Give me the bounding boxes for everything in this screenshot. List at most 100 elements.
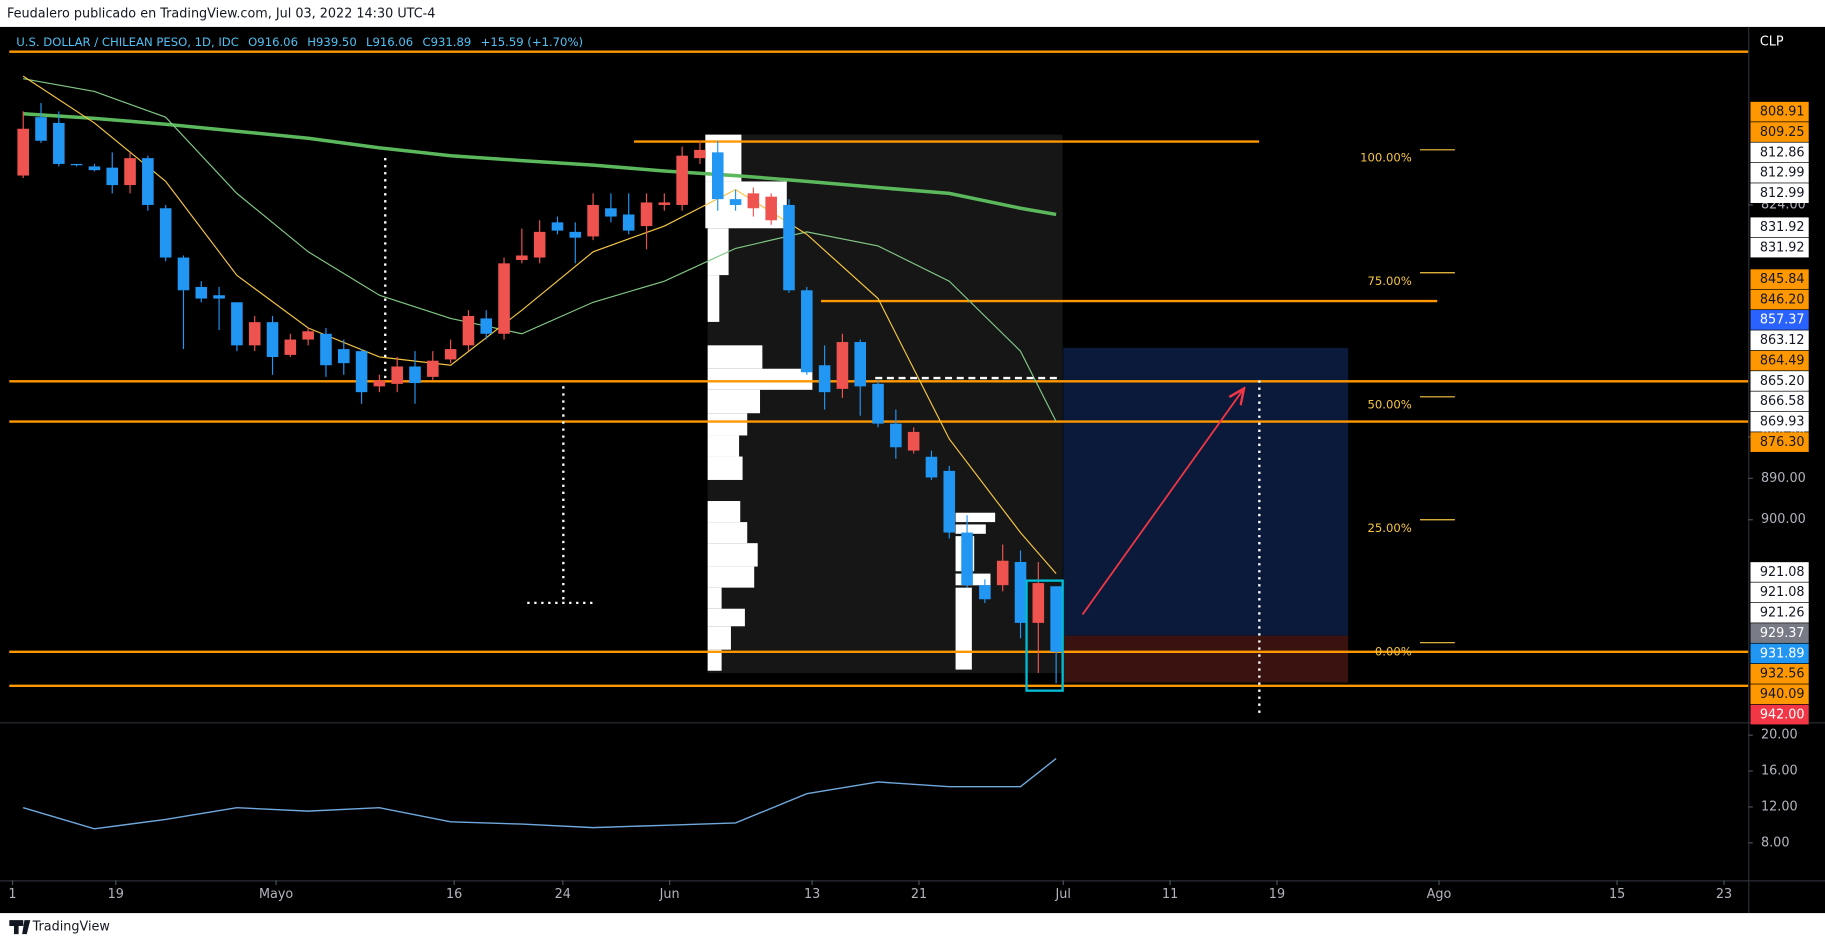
price-tag xyxy=(1750,269,1809,289)
fib-label: 0.00% xyxy=(1375,645,1412,659)
volume-profile-row xyxy=(707,543,758,567)
price-tag xyxy=(1750,142,1809,163)
candle-body xyxy=(302,331,314,340)
price-tag-label: 921.26 xyxy=(1760,606,1805,621)
candle-body xyxy=(124,158,136,186)
price-tag xyxy=(1750,217,1809,238)
x-tick-label: Jun xyxy=(659,887,680,902)
candle-body xyxy=(177,257,190,291)
candle-body xyxy=(694,149,706,159)
price-tag xyxy=(1750,643,1809,664)
price-tag-label: 876.30 xyxy=(1760,435,1805,450)
price-tag-label: 812.86 xyxy=(1760,145,1805,160)
x-tick-label: 15 xyxy=(1609,887,1625,902)
y-tick-label: 900.00 xyxy=(1761,512,1806,527)
indicator-y-tick-label: 12.00 xyxy=(1761,799,1798,814)
price-tag-label: 846.20 xyxy=(1760,292,1805,307)
price-tag-label: 809.25 xyxy=(1760,125,1805,140)
candle-body xyxy=(142,158,154,205)
price-tag xyxy=(1750,582,1809,603)
indicator-y-tick-label: 20.00 xyxy=(1761,728,1798,743)
candle-body xyxy=(961,532,973,586)
ohlc-value: L916.06 xyxy=(366,35,413,49)
candle-body xyxy=(979,585,991,600)
price-tag xyxy=(1750,562,1809,582)
fib-ticks xyxy=(1419,149,1455,644)
moving-average xyxy=(23,78,1057,422)
price-tag xyxy=(1750,162,1809,183)
x-tick-label: Ago xyxy=(1427,887,1452,902)
candle-body xyxy=(801,290,813,373)
fib-label: 50.00% xyxy=(1367,398,1411,412)
price-tag-label: 831.92 xyxy=(1760,220,1805,235)
price-tag-label: 857.37 xyxy=(1760,313,1805,328)
volume-profile-row xyxy=(707,649,722,671)
candle-body xyxy=(159,208,172,258)
candle-body xyxy=(551,222,564,231)
candle-body xyxy=(355,351,368,393)
ohlc-value: +15.59 (+1.70%) xyxy=(481,35,583,49)
volume-profile-row xyxy=(707,501,741,523)
price-tag-label: 932.56 xyxy=(1760,667,1805,682)
candle-body xyxy=(1014,561,1027,623)
candle-body xyxy=(17,128,29,176)
candle-body xyxy=(854,342,867,387)
candle-body xyxy=(729,199,742,205)
price-tag-label: 845.84 xyxy=(1760,272,1805,287)
price-tag xyxy=(1750,411,1809,432)
price-tag xyxy=(1750,183,1809,203)
price-tags: 808.91 809.25 812.86 812.99 812.99 831.92 831.… xyxy=(1750,101,1809,725)
candle-body xyxy=(337,349,350,364)
x-tick-label: 24 xyxy=(555,887,571,902)
candle-body xyxy=(498,263,510,334)
candle-body xyxy=(427,360,439,377)
candle-body xyxy=(231,302,243,346)
footer-bar xyxy=(0,913,1825,940)
indicator-y-tick-label: 16.00 xyxy=(1761,764,1798,779)
x-tick-label: 1 xyxy=(8,887,16,902)
volume-profile-row xyxy=(707,587,722,609)
volume-profile-row xyxy=(707,368,813,390)
price-tag xyxy=(1750,664,1809,684)
x-tick-label: Jul xyxy=(1055,887,1071,902)
candle-body xyxy=(569,231,582,238)
candle-body xyxy=(872,383,884,424)
candle-body xyxy=(195,286,208,299)
price-tag-label: 869.93 xyxy=(1760,415,1805,430)
footer-logo xyxy=(9,920,31,935)
candle-body xyxy=(676,155,688,205)
candle-body xyxy=(836,342,849,389)
moving-average xyxy=(23,112,1057,217)
price-tag xyxy=(1750,289,1809,310)
price-tag-label: 929.37 xyxy=(1760,626,1805,641)
price-tag-label: 864.49 xyxy=(1760,353,1805,368)
candle-body xyxy=(409,366,421,384)
candle-body xyxy=(996,560,1009,586)
marks-layer: 100.00%75.00%50.00%25.00%0.00%824.00880.… xyxy=(8,50,1806,902)
ohlc-value: O916.06 xyxy=(248,35,298,49)
volume-profile-row xyxy=(707,566,755,588)
price-tag-label: 942.00 xyxy=(1760,707,1805,722)
price-tag-label: 863.12 xyxy=(1760,333,1805,348)
x-tick-label: 11 xyxy=(1162,887,1178,902)
footer-text: TradingView xyxy=(32,920,110,935)
candle-body xyxy=(70,163,83,166)
price-tag xyxy=(1750,122,1809,142)
volume-profile-row xyxy=(955,587,972,670)
x-tick-label: 23 xyxy=(1716,887,1732,902)
candle-body xyxy=(1050,586,1062,652)
volume-profile-row xyxy=(707,435,740,457)
volume-profile-row xyxy=(955,524,986,534)
candle-body xyxy=(640,202,653,227)
price-tag-label: 808.91 xyxy=(1760,105,1805,120)
symbol-title: U.S. DOLLAR / CHILEAN PESO, 1D, IDC xyxy=(16,35,239,49)
price-tag xyxy=(1750,684,1809,705)
header-bar xyxy=(0,0,1825,27)
volume-profile-row xyxy=(707,626,731,650)
candle-body xyxy=(320,333,332,366)
candle-body xyxy=(35,117,47,141)
volume-profile-row xyxy=(707,389,761,414)
ohlc-value: H939.50 xyxy=(307,35,356,49)
volume-profile-row xyxy=(707,608,745,627)
price-tag xyxy=(1750,371,1809,391)
